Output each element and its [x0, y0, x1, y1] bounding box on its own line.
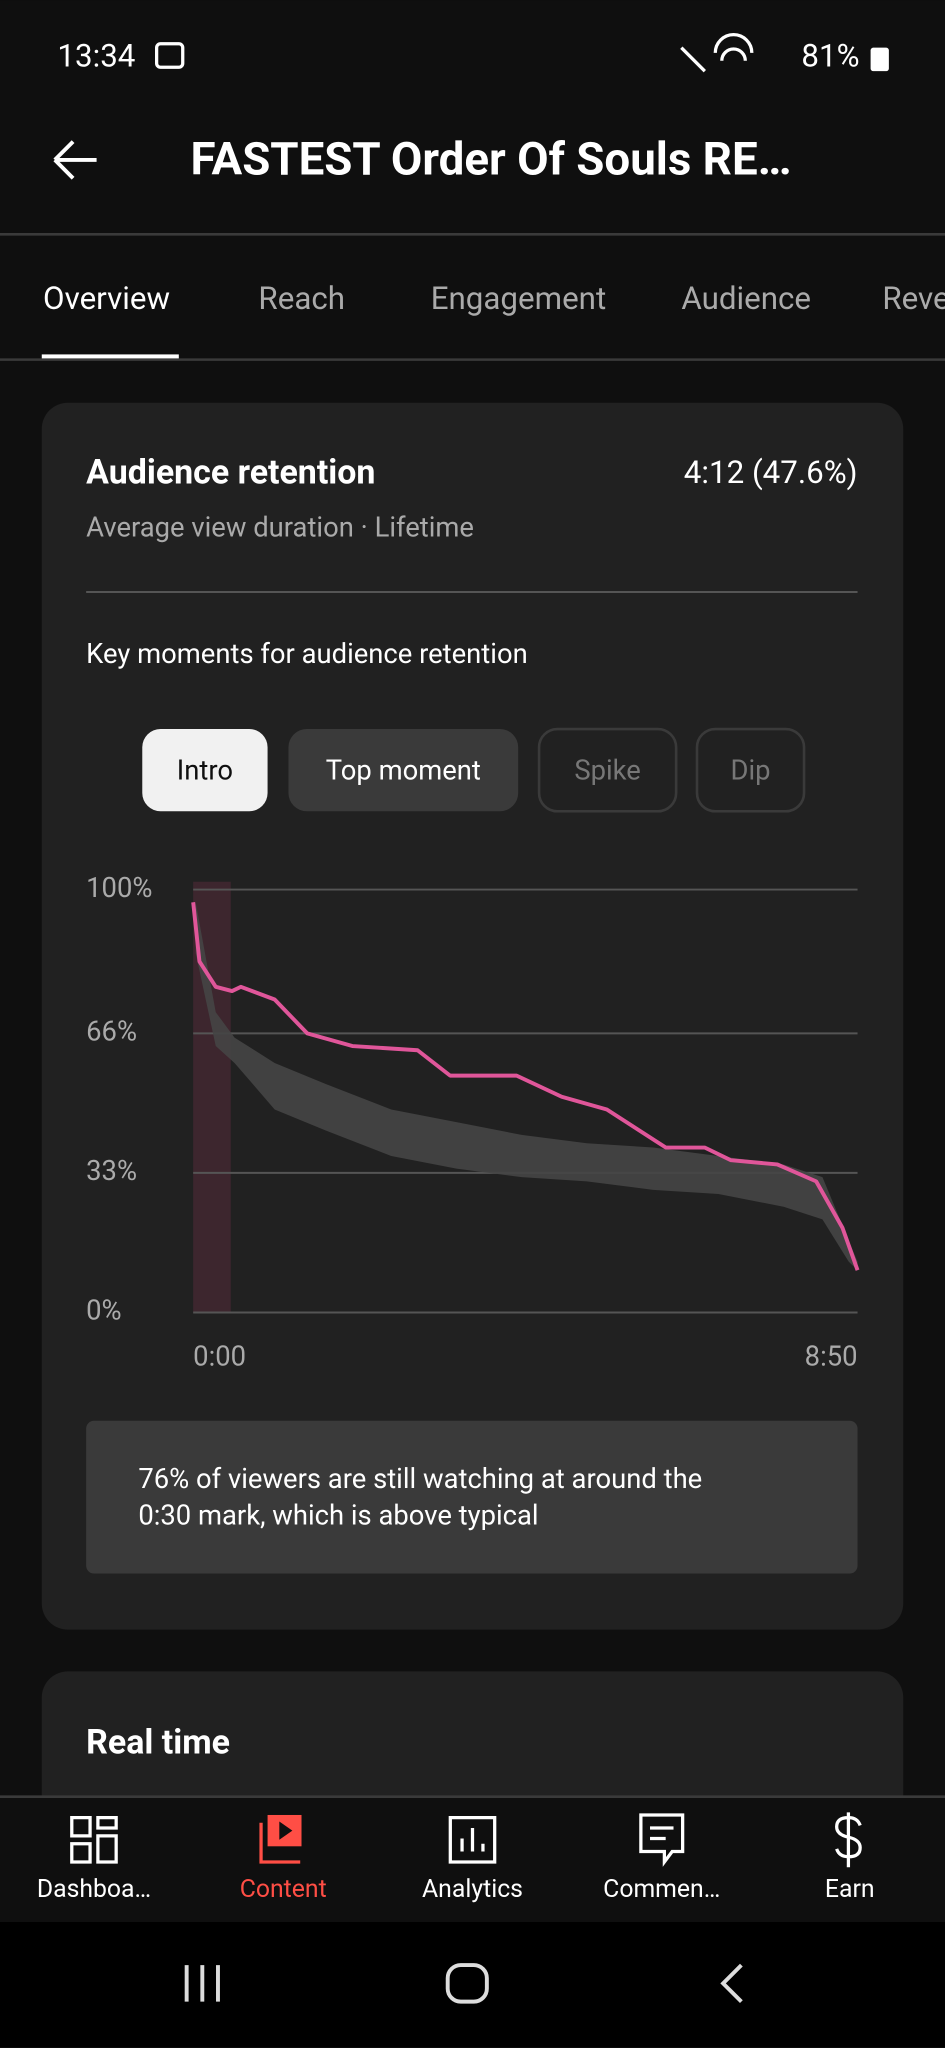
x-tick-label: 0:00: [193, 1340, 246, 1372]
status-icons: [680, 33, 754, 73]
retention-line: [191, 902, 860, 1271]
key-moments-title: Key moments for audience retention: [86, 638, 528, 670]
chip-label: Spike: [574, 754, 640, 786]
chip-label: Intro: [177, 754, 233, 786]
tab[interactable]: Reve: [882, 280, 945, 317]
y-tick-label: 100%: [86, 872, 152, 904]
battery-icon: [870, 47, 889, 72]
realtime-title: Real time: [86, 1723, 230, 1762]
typical-range-band: [195, 902, 858, 1271]
battery-text: 81%: [801, 37, 859, 74]
tab-indicator: [41, 354, 179, 360]
tab[interactable]: Reach: [258, 280, 345, 317]
card-subtitle: Average view duration · Lifetime: [86, 512, 474, 544]
x-tick-label: 8:50: [805, 1340, 858, 1372]
nav-icon: [448, 1815, 497, 1864]
gallery-icon: [154, 42, 185, 69]
nav-label[interactable]: Earn: [825, 1875, 875, 1904]
recents-button[interactable]: [184, 1965, 220, 2002]
nav-icon: [279, 1821, 293, 1840]
insight-text: 76% of viewers are still watching at aro…: [138, 1463, 702, 1495]
back-button[interactable]: [53, 140, 97, 180]
nav-label[interactable]: Dashboa…: [37, 1875, 151, 1904]
chip[interactable]: [142, 729, 268, 812]
chip-label: Top moment: [326, 754, 481, 786]
nav-icon: [639, 1813, 685, 1867]
card-title: Audience retention: [86, 453, 375, 492]
retention-card: [41, 402, 904, 1630]
tab[interactable]: Audience: [681, 280, 811, 317]
system-nav: [0, 1922, 945, 2048]
status-time: 13:34: [57, 37, 135, 74]
insight-box: [86, 1420, 858, 1574]
header-title: FASTEST Order Of Souls RE…: [191, 134, 792, 187]
nav-icon: [835, 1812, 862, 1868]
chip[interactable]: [695, 727, 806, 813]
chip[interactable]: [537, 727, 678, 813]
nav-label[interactable]: Analytics: [422, 1875, 523, 1904]
insight-text: 0:30 mark, which is above typical: [138, 1500, 538, 1532]
tab[interactable]: Engagement: [431, 280, 607, 317]
home-button[interactable]: [445, 1963, 489, 2004]
y-tick-label: 0%: [86, 1295, 121, 1327]
nav-icon: [70, 1815, 118, 1864]
nav-label[interactable]: Commen…: [603, 1875, 720, 1904]
card-value: 4:12 (47.6%): [684, 454, 858, 491]
nav-label[interactable]: Content: [240, 1875, 327, 1904]
tab[interactable]: Overview: [43, 280, 170, 317]
y-tick-label: 66%: [86, 1016, 137, 1048]
chip-label: Dip: [730, 754, 770, 786]
nav-icon: [259, 1822, 301, 1864]
y-tick-label: 33%: [86, 1155, 137, 1187]
chip[interactable]: [288, 729, 519, 812]
back-system-button[interactable]: [720, 1963, 743, 2004]
